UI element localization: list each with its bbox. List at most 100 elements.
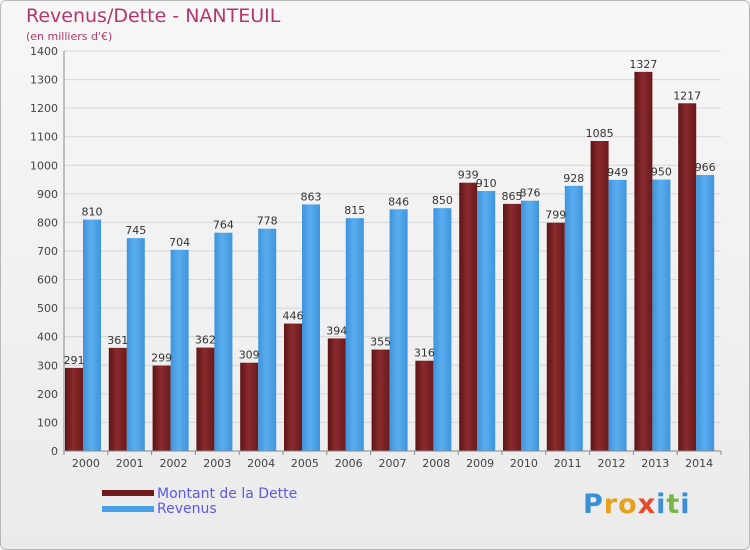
y-tick-label: 100: [37, 416, 58, 429]
revenue-bar: [564, 185, 583, 451]
revenue-value-label: 850: [432, 194, 453, 207]
debt-value-label: 291: [64, 354, 85, 367]
axis-layer: 0 100 200 300 400 500 600 700 800 900 1000 1100 1200…: [30, 45, 722, 470]
revenue-value-label: 950: [651, 166, 672, 179]
debt-value-label: 1327: [629, 58, 657, 71]
x-tick-label: 2005: [291, 457, 319, 470]
legend-swatch-revenue: [102, 506, 154, 512]
x-tick-label: 2009: [466, 457, 494, 470]
y-tick-label: 1000: [30, 159, 58, 172]
legend-label-revenue: Revenus: [157, 501, 217, 517]
revenue-bar: [652, 179, 671, 452]
revenue-bar: [302, 204, 320, 451]
logo-letter: i: [680, 489, 691, 520]
revenue-value-label: 745: [125, 224, 146, 237]
x-tick-label: 2000: [72, 457, 100, 470]
y-tick-label: 300: [37, 359, 58, 372]
revenue-value-label: 928: [563, 172, 584, 185]
debt-value-label: 939: [458, 169, 479, 182]
legend-label-debt: Montant de la Dette: [157, 486, 298, 502]
y-tick-label: 500: [37, 302, 58, 315]
debt-bar: [152, 365, 171, 451]
y-tick-label: 1400: [30, 45, 58, 58]
debt-value-label: 309: [239, 349, 260, 362]
x-tick-label: 2001: [116, 457, 144, 470]
debt-value-label: 1217: [673, 89, 701, 102]
x-tick-label: 2010: [510, 457, 538, 470]
debt-bar: [678, 103, 697, 452]
x-tick-label: 2004: [247, 457, 275, 470]
x-tick-label: 2011: [554, 457, 582, 470]
revenue-value-label: 910: [476, 177, 497, 190]
y-tick-label: 600: [37, 274, 58, 287]
chart-subtitle: (en milliers d'€): [26, 30, 113, 43]
debt-value-label: 446: [283, 310, 304, 323]
x-tick-label: 2013: [641, 457, 669, 470]
y-tick-label: 400: [37, 331, 58, 344]
debt-bar: [196, 347, 215, 451]
debt-bar: [459, 182, 478, 451]
y-tick-label: 1200: [30, 102, 58, 115]
logo-letter: o: [618, 489, 638, 520]
revenue-bar: [214, 232, 233, 451]
debt-value-label: 316: [414, 347, 435, 360]
debt-value-label: 299: [151, 352, 172, 365]
proxiti-logo: Proxiti: [583, 489, 691, 520]
y-tick-label: 200: [37, 388, 58, 401]
revenue-value-label: 704: [169, 236, 190, 249]
revenue-value-label: 810: [82, 206, 103, 219]
logo-letter: x: [637, 489, 657, 520]
debt-value-label: 355: [370, 336, 391, 349]
x-tick-label: 2006: [335, 457, 363, 470]
revenue-bar: [126, 238, 145, 451]
revenue-bar: [389, 209, 408, 451]
logo-letter: t: [666, 489, 681, 520]
revenue-value-label: 949: [607, 166, 628, 179]
debt-bar: [634, 71, 653, 451]
y-tick-label: 1100: [30, 131, 58, 144]
legend-swatch-debt: [102, 490, 154, 496]
chart-title: Revenus/Dette - NANTEUIL: [26, 5, 281, 27]
debt-value-label: 394: [326, 324, 347, 337]
logo-letter: P: [583, 489, 604, 520]
revenue-value-label: 876: [520, 187, 541, 200]
logo-letter: r: [603, 489, 619, 520]
debt-bar: [108, 347, 127, 451]
debt-bar: [546, 222, 565, 451]
revenue-bar: [83, 219, 101, 451]
x-tick-label: 2002: [160, 457, 188, 470]
revenue-value-label: 815: [344, 204, 365, 217]
y-tick-label: 700: [37, 245, 58, 258]
x-tick-label: 2012: [598, 457, 626, 470]
revenue-bar: [477, 191, 496, 451]
debt-bar: [503, 203, 521, 451]
debt-bar: [415, 360, 434, 451]
debt-value-label: 361: [107, 334, 128, 347]
debt-bar: [284, 323, 302, 451]
y-tick-label: 0: [51, 445, 58, 458]
debt-value-label: 799: [545, 209, 566, 222]
debt-value-label: 362: [195, 334, 216, 347]
y-tick-label: 800: [37, 216, 58, 229]
debt-bar: [327, 338, 346, 451]
debt-bar: [240, 362, 259, 451]
debt-bar: [590, 141, 609, 451]
x-tick-label: 2003: [203, 457, 231, 470]
revenue-bar: [345, 218, 364, 451]
debt-bar: [371, 349, 390, 451]
debt-value-label: 865: [502, 190, 523, 203]
revenue-bar: [258, 228, 277, 451]
revenue-value-label: 764: [213, 219, 234, 232]
revenue-value-label: 778: [257, 215, 278, 228]
y-tick-label: 1300: [30, 74, 58, 87]
revenue-bar: [433, 208, 452, 451]
revenue-bar: [696, 175, 715, 451]
revenue-value-label: 863: [301, 190, 322, 203]
debt-value-label: 1085: [586, 127, 614, 140]
revenue-value-label: 966: [695, 161, 716, 174]
revenue-bar: [521, 200, 539, 451]
revenue-bar: [608, 179, 627, 451]
x-tick-label: 2014: [685, 457, 713, 470]
